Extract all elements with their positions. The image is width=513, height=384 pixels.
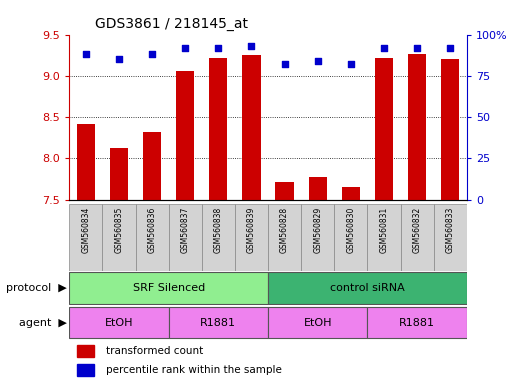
Point — [82, 51, 90, 58]
Bar — [77, 364, 94, 376]
Bar — [268, 204, 301, 271]
Bar — [103, 204, 135, 271]
Bar — [202, 204, 235, 271]
Bar — [176, 71, 194, 200]
Bar — [275, 182, 294, 200]
Bar — [143, 132, 161, 200]
Point — [181, 45, 189, 51]
Bar — [169, 307, 268, 338]
Bar — [135, 204, 169, 271]
Text: GSM560837: GSM560837 — [181, 207, 190, 253]
Point — [281, 61, 289, 67]
Bar — [401, 204, 433, 271]
Text: R1881: R1881 — [201, 318, 236, 328]
Bar — [242, 55, 261, 200]
Bar — [441, 59, 459, 200]
Bar — [69, 204, 103, 271]
Bar — [309, 177, 327, 200]
Bar — [69, 273, 268, 303]
Bar — [209, 58, 227, 200]
Point — [148, 51, 156, 58]
Bar — [169, 204, 202, 271]
Text: control siRNA: control siRNA — [330, 283, 405, 293]
Bar — [268, 307, 367, 338]
Bar — [367, 204, 401, 271]
Text: GSM560833: GSM560833 — [446, 207, 455, 253]
Point — [115, 56, 123, 62]
Text: GSM560831: GSM560831 — [380, 207, 388, 253]
Point — [214, 45, 223, 51]
Bar — [301, 204, 334, 271]
Point — [380, 45, 388, 51]
Bar — [110, 149, 128, 200]
Text: GSM560839: GSM560839 — [247, 207, 256, 253]
Point — [347, 61, 355, 67]
Bar — [77, 345, 94, 357]
Bar — [342, 187, 360, 200]
Point — [413, 45, 421, 51]
Text: GSM560828: GSM560828 — [280, 207, 289, 253]
Text: protocol  ▶: protocol ▶ — [6, 283, 67, 293]
Bar — [367, 307, 467, 338]
Text: transformed count: transformed count — [106, 346, 203, 356]
Text: agent  ▶: agent ▶ — [19, 318, 67, 328]
Bar — [268, 273, 467, 303]
Point — [247, 43, 255, 49]
Text: EtOH: EtOH — [304, 318, 332, 328]
Bar — [334, 204, 367, 271]
Text: GDS3861 / 218145_at: GDS3861 / 218145_at — [95, 17, 248, 31]
Bar — [433, 204, 467, 271]
Text: GSM560836: GSM560836 — [148, 207, 156, 253]
Bar — [77, 124, 95, 200]
Bar — [235, 204, 268, 271]
Text: GSM560834: GSM560834 — [82, 207, 90, 253]
Bar — [408, 55, 426, 200]
Text: R1881: R1881 — [399, 318, 435, 328]
Bar — [375, 58, 393, 200]
Point — [313, 58, 322, 64]
Text: GSM560835: GSM560835 — [114, 207, 124, 253]
Text: GSM560829: GSM560829 — [313, 207, 322, 253]
Text: EtOH: EtOH — [105, 318, 133, 328]
Point — [446, 45, 455, 51]
Bar — [69, 307, 169, 338]
Text: GSM560838: GSM560838 — [214, 207, 223, 253]
Text: GSM560832: GSM560832 — [412, 207, 422, 253]
Text: GSM560830: GSM560830 — [346, 207, 356, 253]
Text: percentile rank within the sample: percentile rank within the sample — [106, 365, 282, 375]
Text: SRF Silenced: SRF Silenced — [132, 283, 205, 293]
